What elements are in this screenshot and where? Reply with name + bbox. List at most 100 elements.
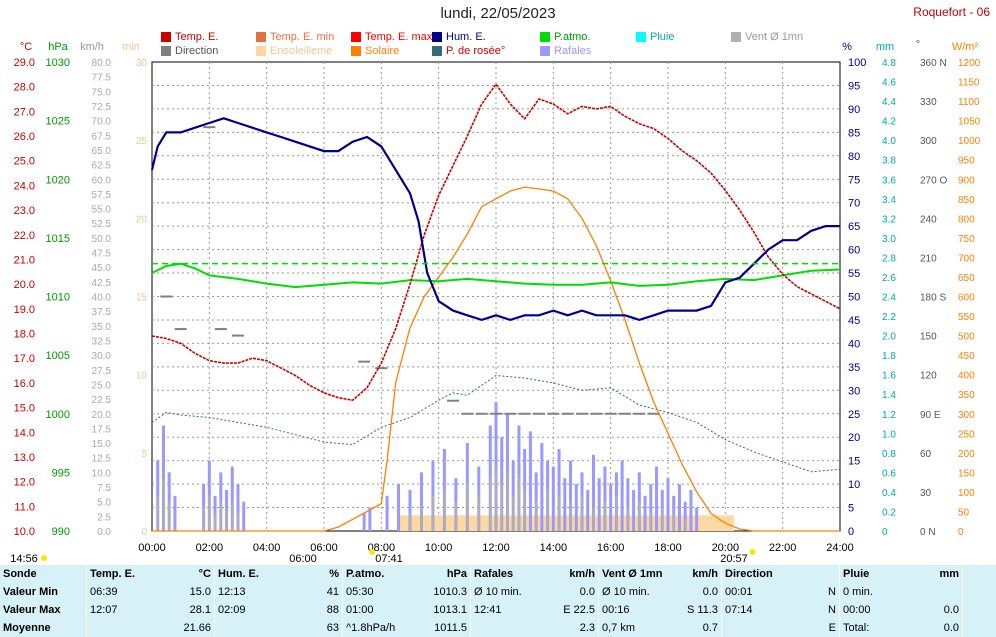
axis-tick-rain: 3.0 [882, 234, 896, 245]
legend-swatch [351, 46, 361, 56]
stats-value: 2.3 [579, 622, 595, 634]
gust-bar [643, 495, 647, 531]
wind-bar [420, 507, 423, 531]
axis-tick-temp: 26.0 [14, 131, 35, 143]
axis-tick-dir: 120 [920, 371, 937, 382]
axis-tick-wind: 75.0 [92, 87, 112, 98]
stats-time: 12:07 [86, 601, 163, 619]
stats-header-unit: km/h [569, 568, 595, 580]
axis-tick-hum: 70 [848, 198, 860, 210]
axis-tick-rain: 1.0 [882, 429, 896, 440]
axis-tick-press: 1000 [46, 409, 70, 421]
stats-header-label: Rafales [470, 565, 547, 583]
axis-tick-time: 14:00 [540, 542, 568, 554]
stats-value: 88 [326, 604, 339, 616]
legend-item: Rafales [540, 45, 591, 57]
legend-label: Rafales [554, 45, 592, 57]
gust-bar [569, 460, 573, 531]
axis-unit-sun: min [122, 41, 140, 53]
wind-bar [535, 501, 538, 531]
legend-label: P. de rosée° [446, 45, 506, 57]
axis-tick-temp: 22.0 [14, 230, 35, 242]
stats-value: S 11.3 [687, 604, 718, 616]
sunrise-label: 06:00 [289, 553, 317, 565]
axis-tick-dir: 210 [920, 253, 937, 264]
axis-tick-temp: 12.0 [14, 477, 35, 489]
axis-tick-rain: 4.2 [882, 117, 896, 128]
axis-unit-temp: °C [20, 41, 32, 53]
axis-tick-solar: 1000 [958, 136, 981, 147]
axis-tick-temp: 16.0 [14, 378, 35, 390]
wind-bar [615, 495, 618, 531]
axis-tick-solar: 750 [958, 234, 975, 245]
legend-swatch [432, 46, 442, 56]
legend-item: Temp. E. max [351, 31, 432, 43]
wind-bar [592, 507, 595, 531]
wind-bar [558, 495, 561, 531]
legend-swatch [161, 32, 171, 42]
gust-bar [551, 466, 555, 531]
axis-tick-hum: 5 [848, 503, 854, 515]
axis-tick-temp: 20.0 [14, 279, 35, 291]
page-title: lundi, 22/05/2023 [440, 5, 556, 22]
stats-row-min: Valeur Min 06:39 15.0 12:13 41 05:30 101… [0, 583, 996, 601]
wind-bar [523, 489, 526, 531]
axis-tick-hum: 75 [848, 174, 860, 186]
wind-bar [506, 472, 509, 531]
axis-tick-time: 24:00 [826, 542, 854, 554]
axis-tick-wind: 50.0 [92, 234, 112, 245]
axis-tick-rain: 3.6 [882, 175, 896, 186]
axis-tick-rain: 1.6 [882, 371, 896, 382]
wind-bar [409, 513, 411, 531]
stats-value: E 22.5 [563, 604, 595, 616]
axis-tick-sun: 0 [141, 527, 147, 538]
wind-bar [202, 507, 205, 531]
gust-bar [620, 460, 624, 531]
legend-swatch [432, 32, 442, 42]
gust-bar [557, 448, 561, 531]
axis-tick-temp: 21.0 [14, 254, 35, 266]
axis-tick-time: 00:00 [138, 542, 166, 554]
wind-bar [603, 501, 606, 531]
axis-tick-rain: 1.4 [882, 390, 896, 401]
axis-tick-wind: 55.0 [92, 205, 112, 216]
stats-time [86, 619, 163, 637]
stats-value: N [828, 604, 836, 616]
axis-tick-press: 1025 [46, 116, 70, 128]
station-name: Roquefort - 06 [913, 5, 990, 19]
legend-label: Direction [175, 45, 219, 57]
axis-tick-temp: 18.0 [14, 329, 35, 341]
legend-swatch [540, 32, 550, 42]
axis-tick-press: 1005 [46, 350, 70, 362]
stats-row-label: Valeur Max [3, 604, 61, 616]
axis-tick-wind: 67.5 [92, 131, 112, 142]
axis-tick-hum: 60 [848, 245, 860, 257]
axis-tick-hum: 35 [848, 362, 860, 374]
legend-item: Hum. E. [432, 31, 486, 43]
stats-value: 1011.5 [434, 622, 467, 634]
stats-time: 12:13 [214, 583, 296, 601]
axis-tick-dir: 30 [920, 488, 932, 499]
axis-tick-dir: 360 N [920, 58, 947, 69]
axis-tick-wind: 72.5 [92, 102, 112, 113]
dewpoint-line [151, 374, 841, 473]
wind-bar [231, 501, 234, 531]
axis-tick-hum: 45 [848, 315, 860, 327]
stats-header-label: Vent Ø 1mn [598, 565, 670, 583]
stats-time: Total: [839, 619, 916, 637]
stats-time: 06:39 [86, 583, 163, 601]
stats-header-unit: km/h [692, 568, 718, 580]
stats-time: ^1.8hPa/h [342, 619, 419, 637]
wind-bar [569, 501, 572, 531]
axis-tick-temp: 17.0 [14, 353, 35, 365]
stats-time: 07:14 [721, 601, 803, 619]
axis-unit-wind: km/h [80, 41, 104, 53]
axis-tick-rain: 4.0 [882, 136, 896, 147]
axis-tick-rain: 1.8 [882, 351, 896, 362]
axis-tick-rain: 4.6 [882, 78, 896, 89]
wind-bar [214, 513, 217, 531]
stats-value: 28.1 [189, 604, 211, 616]
legend-label: Hum. E. [446, 31, 486, 43]
axis-tick-rain: 3.8 [882, 156, 896, 167]
stats-time: 00:01 [721, 583, 803, 601]
